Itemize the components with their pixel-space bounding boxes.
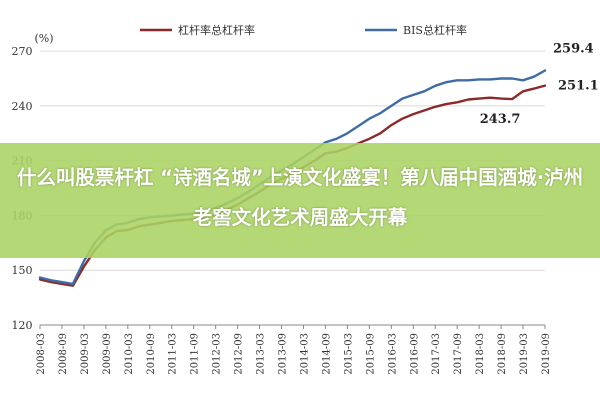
legend-label: BIS总杠杆率: [403, 23, 467, 37]
y-axis-label: (%): [34, 32, 53, 45]
x-tick-label: 2019-03: [519, 333, 530, 375]
x-tick-label: 2019-09: [541, 333, 552, 375]
x-tick-label: 2009-09: [102, 333, 113, 375]
x-tick-label: 2012-09: [234, 333, 245, 375]
x-tick-label: 2011-09: [190, 333, 201, 375]
x-tick-label: 2011-03: [168, 333, 179, 375]
y-tick-label: 270: [12, 45, 33, 58]
x-tick-label: 2018-09: [497, 333, 508, 375]
x-tick-label: 2010-03: [124, 333, 135, 375]
y-tick-label: 120: [12, 319, 33, 332]
x-tick-label: 2013-09: [278, 333, 289, 375]
data-label: 259.4: [553, 41, 594, 56]
data-label: 243.7: [480, 112, 521, 127]
x-tick-label: 2010-09: [146, 333, 157, 375]
x-tick-label: 2015-09: [365, 333, 376, 375]
x-tick-label: 2017-09: [453, 333, 464, 375]
x-tick-label: 2014-09: [321, 333, 332, 375]
x-tick-label: 2012-03: [212, 333, 223, 375]
x-tick-label: 2008-03: [36, 333, 47, 375]
x-tick-label: 2018-03: [475, 333, 486, 375]
x-tick-label: 2009-03: [80, 333, 91, 375]
legend-label: 杠杆率总杠杆率: [178, 23, 255, 37]
x-tick-label: 2017-03: [431, 333, 442, 375]
data-label: 251.1: [558, 79, 599, 94]
x-tick-label: 2008-09: [58, 333, 69, 375]
headline-text: 什么叫股票杆杠 “诗酒名城”上演文化盛宴！第八届中国酒城·泸州老窖文化艺术周盛大…: [16, 166, 584, 229]
x-tick-label: 2013-03: [256, 333, 267, 375]
x-tick-label: 2015-03: [343, 333, 354, 375]
y-tick-label: 240: [12, 100, 33, 113]
x-tick-label: 2016-03: [387, 333, 398, 375]
x-tick-label: 2014-03: [299, 333, 310, 375]
x-tick-label: 2016-09: [409, 333, 420, 375]
headline-overlay: [0, 143, 600, 258]
y-tick-label: 150: [12, 264, 33, 277]
